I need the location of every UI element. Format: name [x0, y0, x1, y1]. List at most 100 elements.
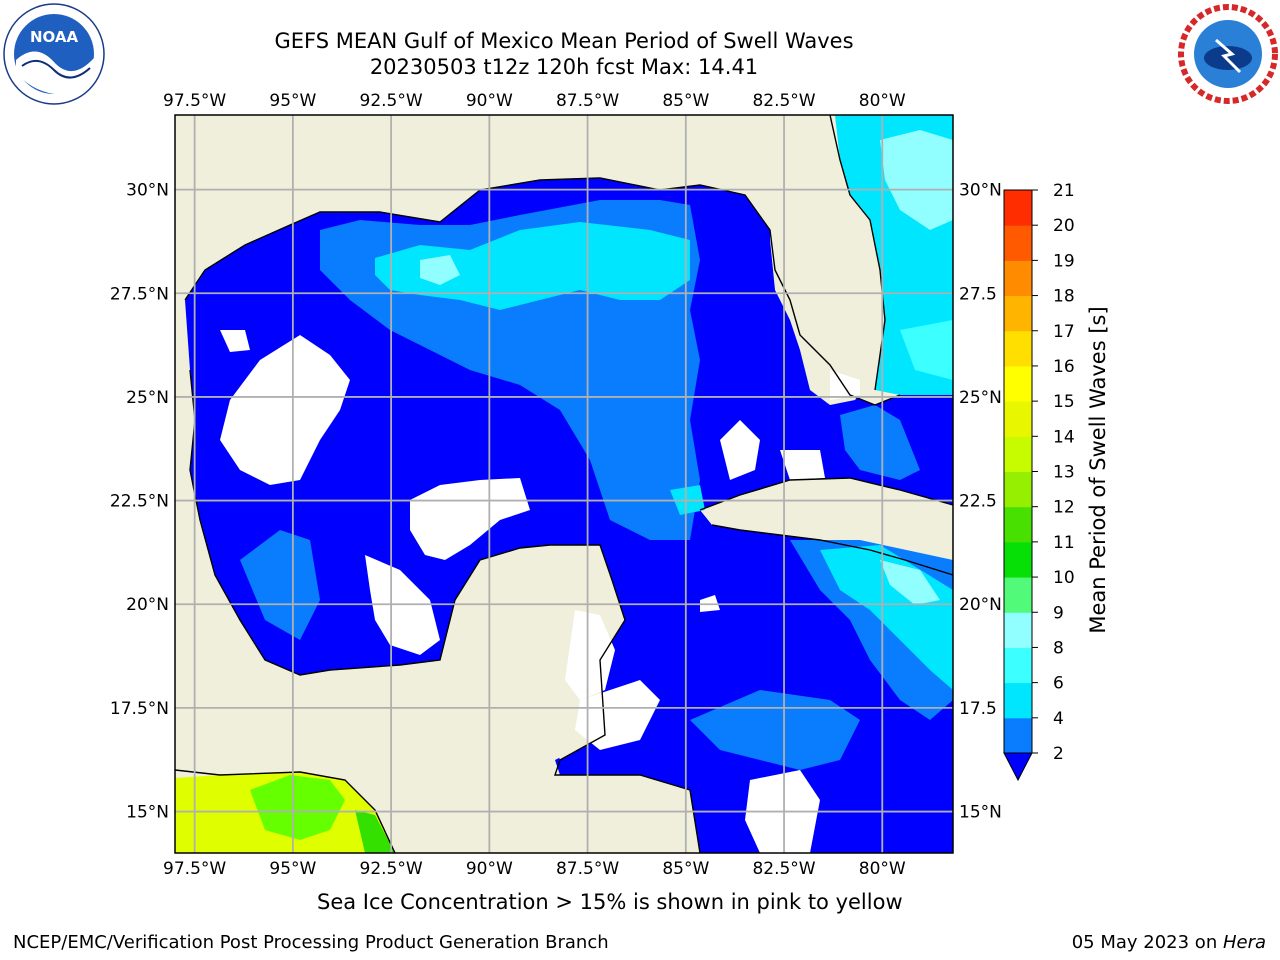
lat-label-left-1: 27.5°N: [110, 284, 169, 304]
footer-branch: NCEP/EMC/Verification Post Processing Pr…: [13, 932, 609, 953]
no-data-hole-1: [410, 478, 530, 560]
colorbar-tick-label-3: 8: [1053, 638, 1064, 658]
sea-ice-caption: Sea Ice Concentration > 15% is shown in …: [317, 890, 903, 914]
axis-labels: 97.5°W 97.5°W 95°W 95°W 92.5°W 92.5°W 90°W 90°W…: [110, 91, 1002, 879]
gridlines: [175, 115, 953, 853]
colorbar-tick-label-15: 20: [1053, 216, 1075, 236]
colorbar-swatch-8: [1004, 436, 1032, 472]
swell-8-9s-gulf: [420, 255, 460, 285]
colorbar-label: Mean Period of Swell Waves [s]: [1086, 306, 1110, 634]
lat-label-left-6: 15°N: [126, 803, 169, 823]
colorbar-swatch-6: [1004, 506, 1032, 543]
lon-label-top-0: 97.5°W: [163, 91, 226, 111]
noaa-logo-text: NOAA: [30, 28, 79, 46]
swell-2-4s-straits: [840, 405, 920, 480]
lon-label-bottom-0: 97.5°W: [163, 859, 226, 879]
lon-label-bottom-1: 95°W: [269, 859, 316, 879]
lon-label-bottom-2: 92.5°W: [360, 859, 423, 879]
map-plot-area: [175, 115, 953, 853]
lon-label-bottom-4: 87.5°W: [556, 859, 619, 879]
colorbar-swatch-2: [1004, 647, 1032, 684]
no-data-hole-9: [220, 330, 250, 352]
lon-label-bottom-6: 82.5°W: [752, 859, 815, 879]
lat-label-right-6: 15°N: [959, 803, 1002, 823]
colorbar-tick-label-12: 17: [1053, 322, 1075, 342]
colorbar-tick-label-8: 13: [1053, 463, 1075, 483]
colorbar-tick-label-4: 9: [1053, 603, 1064, 623]
footer-date: 05 May 2023 on Hera: [1072, 932, 1266, 953]
chart-title: GEFS MEAN Gulf of Mexico Mean Period of …: [274, 29, 854, 53]
lon-label-top-3: 90°W: [466, 91, 513, 111]
lat-label-left-4: 20°N: [126, 595, 169, 615]
colorbar-tick-label-10: 15: [1053, 392, 1075, 412]
colorbar: 2 4 6 8 9 10 11 12 13 14 15 16 17 18 19 20 21: [1003, 181, 1075, 782]
swell-6-8s-east: [900, 320, 953, 380]
lat-label-right-1: 27.5: [959, 284, 997, 304]
colorbar-tick-label-1: 4: [1053, 709, 1064, 729]
lon-label-bottom-7: 80°W: [859, 859, 906, 879]
colorbar-tick-label-6: 11: [1053, 533, 1075, 553]
lon-label-top-4: 87.5°W: [556, 91, 619, 111]
coastline-3: [699, 477, 953, 511]
colorbar-swatch-3: [1004, 612, 1032, 648]
lat-label-right-0: 30°N: [959, 181, 1002, 201]
lat-label-left-0: 30°N: [126, 181, 169, 201]
lon-label-top-1: 95°W: [269, 91, 316, 111]
colorbar-tick-label-16: 21: [1053, 181, 1075, 201]
coastline-1: [829, 115, 886, 391]
colorbar-swatch-7: [1004, 471, 1032, 508]
gulf-water: [185, 178, 953, 853]
colorbar-tick-label-5: 10: [1053, 568, 1075, 588]
swell-8-9s-caribbean: [880, 560, 940, 605]
chart-subtitle: 20230503 t12z 120h fcst Max: 14.41: [369, 55, 759, 79]
lat-label-left-3: 22.5°N: [110, 492, 169, 512]
no-data-hole-5: [720, 420, 760, 480]
no-data-hole-3: [565, 610, 615, 700]
colorbar-swatch-4: [1004, 577, 1032, 613]
nws-logo: [1178, 4, 1278, 104]
swell-2-4s-south: [690, 690, 860, 770]
colorbar-swatch-9: [1004, 401, 1032, 437]
no-data-hole-0: [220, 335, 350, 485]
colorbar-swatch-0: [1004, 717, 1032, 754]
colorbar-swatch-5: [1004, 541, 1032, 578]
colorbar-tick-label-14: 19: [1053, 251, 1075, 271]
coastline-4: [711, 524, 953, 576]
no-data-hole-4: [575, 680, 660, 750]
lon-label-bottom-5: 85°W: [662, 859, 709, 879]
colorbar-swatch-13: [1004, 260, 1032, 297]
lat-label-left-2: 25°N: [126, 388, 169, 408]
lat-label-right-2: 25°N: [959, 388, 1002, 408]
lon-label-bottom-3: 90°W: [466, 859, 513, 879]
lon-label-top-6: 82.5°W: [752, 91, 815, 111]
lon-label-top-2: 92.5°W: [360, 91, 423, 111]
coastline-5: [175, 769, 396, 853]
colorbar-swatch-12: [1004, 295, 1032, 332]
colorbar-tick-label-13: 18: [1053, 287, 1075, 307]
colorbar-swatch-14: [1004, 225, 1032, 261]
lon-label-top-7: 80°W: [859, 91, 906, 111]
lat-label-right-5: 17.5: [959, 699, 997, 719]
coastline-2: [189, 369, 701, 853]
swell-10-11s-pacific: [355, 810, 395, 853]
swell-4-6s-north: [375, 222, 690, 310]
lat-label-right-3: 22.5: [959, 492, 997, 512]
no-data-hole-6: [780, 450, 825, 480]
plot-frame: [174, 114, 954, 854]
colorbar-swatch-15: [1004, 190, 1032, 226]
footer-host: Hera: [1222, 932, 1266, 953]
lat-label-left-5: 17.5°N: [110, 699, 169, 719]
colorbar-ticks: 2 4 6 8 9 10 11 12 13 14 15 16 17 18 19 20 21: [1032, 181, 1075, 764]
colorbar-extend-arrow: [1003, 752, 1033, 782]
footer-date-text: 05 May 2023 on: [1071, 932, 1223, 953]
swell-8-9s-atlantic: [880, 130, 953, 230]
colorbar-tick-label-9: 14: [1053, 427, 1075, 447]
colorbar-swatch-1: [1004, 682, 1032, 719]
swell-11-12s-pacific: [250, 775, 345, 840]
colorbar-tick-label-2: 6: [1053, 674, 1064, 694]
colorbar-tick-label-0: 2: [1053, 744, 1064, 764]
noaa-logo: NOAA: [3, 3, 105, 105]
colorbar-tick-label-11: 16: [1053, 357, 1075, 377]
lat-label-right-4: 20°N: [959, 595, 1002, 615]
